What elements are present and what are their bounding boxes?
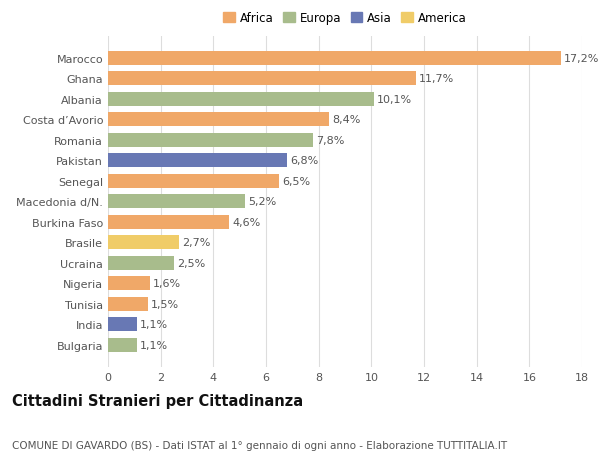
Bar [108, 297, 148, 311]
Bar [108, 277, 150, 291]
Bar [108, 113, 329, 127]
Text: COMUNE DI GAVARDO (BS) - Dati ISTAT al 1° gennaio di ogni anno - Elaborazione TU: COMUNE DI GAVARDO (BS) - Dati ISTAT al 1… [12, 440, 507, 450]
Text: 2,7%: 2,7% [182, 238, 211, 248]
Legend: Africa, Europa, Asia, America: Africa, Europa, Asia, America [221, 10, 469, 28]
Bar [108, 318, 137, 332]
Text: 8,4%: 8,4% [332, 115, 361, 125]
Text: 5,2%: 5,2% [248, 197, 277, 207]
Text: 6,5%: 6,5% [283, 177, 310, 186]
Text: 7,8%: 7,8% [317, 135, 345, 146]
Bar [108, 195, 245, 209]
Bar [108, 257, 174, 270]
Bar [108, 134, 313, 147]
Bar [108, 154, 287, 168]
Bar [108, 174, 279, 189]
Text: 2,5%: 2,5% [177, 258, 205, 269]
Text: 1,6%: 1,6% [153, 279, 181, 289]
Text: 1,5%: 1,5% [151, 299, 179, 309]
Bar [108, 215, 229, 230]
Text: 17,2%: 17,2% [564, 54, 599, 64]
Text: 10,1%: 10,1% [377, 95, 412, 105]
Bar [108, 72, 416, 86]
Text: 1,1%: 1,1% [140, 320, 168, 330]
Bar [108, 338, 137, 352]
Text: Cittadini Stranieri per Cittadinanza: Cittadini Stranieri per Cittadinanza [12, 393, 303, 409]
Text: 4,6%: 4,6% [232, 218, 260, 227]
Text: 6,8%: 6,8% [290, 156, 319, 166]
Text: 1,1%: 1,1% [140, 340, 168, 350]
Bar [108, 236, 179, 250]
Text: 11,7%: 11,7% [419, 74, 455, 84]
Bar [108, 52, 561, 66]
Bar [108, 93, 374, 106]
